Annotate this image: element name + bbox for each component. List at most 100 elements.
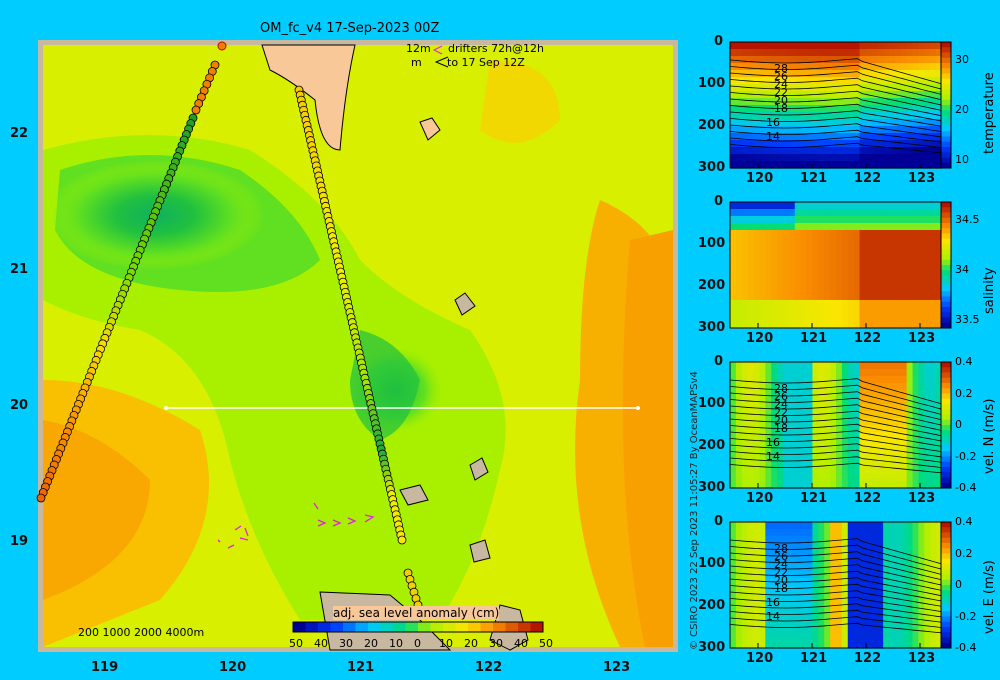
contour-line	[729, 397, 943, 421]
section-cell	[783, 244, 790, 252]
section-cell	[924, 300, 931, 308]
section-cell	[830, 467, 837, 475]
section-cell	[871, 557, 878, 565]
section-cell	[906, 293, 914, 301]
section-cell	[830, 376, 837, 384]
section-cell	[936, 251, 943, 259]
section-cell	[841, 307, 849, 315]
section-cell	[771, 161, 778, 169]
section-cell	[924, 522, 931, 530]
section-cell	[765, 425, 772, 433]
section-cell	[871, 133, 878, 141]
section-cell	[912, 383, 920, 391]
section-cell	[841, 481, 849, 489]
section-cell	[735, 369, 743, 377]
section-cell	[865, 362, 872, 370]
section-cell	[806, 390, 814, 398]
section-cell	[747, 216, 755, 224]
section-cell	[771, 439, 778, 447]
section-cell	[877, 42, 884, 50]
section-cell	[735, 216, 743, 224]
section-cell	[912, 272, 920, 280]
section-cell	[865, 627, 872, 635]
section-cell	[871, 251, 878, 259]
section-cell	[836, 613, 843, 621]
section-cell	[836, 411, 843, 419]
section-cell	[894, 147, 902, 155]
map-y-tick: 20	[10, 398, 29, 413]
section-cell	[836, 98, 843, 106]
section-cell	[877, 529, 884, 537]
section-cell	[753, 286, 761, 294]
panel-colorbar-cell	[941, 377, 951, 384]
section-cell	[900, 126, 908, 134]
section-cell	[936, 634, 943, 642]
section-cell	[936, 571, 943, 579]
section-cell	[853, 140, 861, 148]
section-cell	[936, 460, 943, 468]
section-cell	[918, 369, 925, 377]
section-cell	[894, 383, 902, 391]
section-cell	[735, 84, 743, 92]
section-cell	[871, 272, 878, 280]
section-cell	[889, 536, 896, 544]
section-cell	[765, 390, 772, 398]
section-cell	[936, 105, 943, 113]
section-cell	[812, 147, 819, 155]
section-cell	[741, 425, 749, 433]
section-cell	[824, 369, 831, 377]
section-cell	[894, 369, 902, 377]
contour-line	[729, 603, 943, 618]
section-cell	[853, 154, 861, 162]
section-cell	[847, 265, 855, 273]
section-cell	[788, 77, 796, 85]
section-cell	[924, 536, 931, 544]
section-cell	[877, 467, 884, 475]
section-cell	[841, 161, 849, 169]
section-cell	[889, 613, 896, 621]
section-cell	[812, 432, 819, 440]
section-cell	[836, 606, 843, 614]
section-cell	[906, 265, 914, 273]
section-cell	[847, 126, 855, 134]
section-cell	[830, 606, 837, 614]
section-cell	[730, 244, 737, 252]
panel-colorbar-cell	[941, 322, 951, 329]
section-cell	[783, 453, 790, 461]
section-cell	[800, 404, 808, 412]
section-cell	[806, 522, 814, 530]
section-cell	[883, 404, 890, 412]
section-cell	[794, 369, 802, 377]
section-cell	[906, 230, 914, 238]
section-cell	[918, 244, 925, 252]
section-cell	[877, 77, 884, 85]
section-cell	[794, 571, 802, 579]
section-cell	[894, 98, 902, 106]
section-cell	[783, 404, 790, 412]
section-cell	[936, 265, 943, 273]
section-cell	[771, 209, 778, 217]
section-cell	[788, 557, 796, 565]
section-cell	[824, 439, 831, 447]
section-cell	[747, 613, 755, 621]
section-cell	[853, 314, 861, 322]
section-cell	[900, 425, 908, 433]
section-cell	[853, 390, 861, 398]
section-cell	[912, 474, 920, 482]
section-cell	[794, 446, 802, 454]
section-cell	[741, 56, 749, 64]
section-cell	[747, 105, 755, 113]
section-cell	[753, 154, 761, 162]
section-cell	[747, 223, 755, 231]
panel-x-tick: 122	[854, 491, 882, 506]
section-cell	[883, 432, 890, 440]
section-cell	[883, 411, 890, 419]
section-cell	[777, 237, 784, 245]
section-cell	[735, 42, 743, 50]
section-cell	[877, 293, 884, 301]
section-cell	[806, 620, 814, 628]
contour-line	[729, 77, 943, 101]
section-cell	[900, 147, 908, 155]
section-cell	[830, 571, 837, 579]
section-cell	[800, 272, 808, 280]
